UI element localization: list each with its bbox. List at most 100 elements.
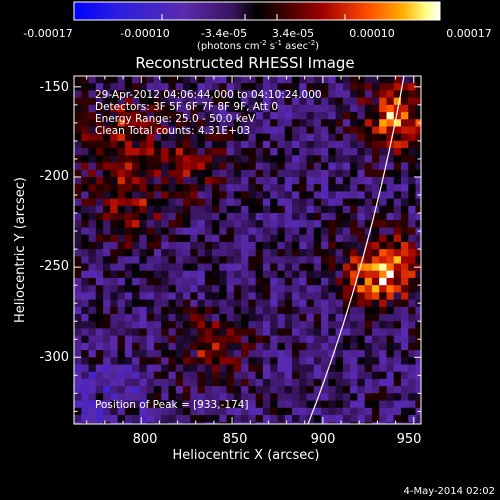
heatmap-cell xyxy=(124,169,133,178)
heatmap-cell xyxy=(117,422,126,424)
heatmap-cell xyxy=(415,169,421,178)
heatmap-cell xyxy=(110,350,119,358)
heatmap-cell xyxy=(357,364,366,373)
heatmap-cell xyxy=(219,256,228,265)
heatmap-cell xyxy=(371,90,380,99)
heatmap-cell xyxy=(146,169,155,178)
heatmap-cell xyxy=(81,97,90,106)
heatmap-cell xyxy=(212,155,220,164)
heatmap-cell xyxy=(364,198,373,207)
heatmap-cell xyxy=(306,97,315,106)
heatmap-cell xyxy=(262,177,271,185)
heatmap-cell xyxy=(321,299,329,308)
heatmap-cell xyxy=(371,386,380,394)
heatmap-cell xyxy=(342,328,351,337)
heatmap-cell xyxy=(153,306,162,315)
heatmap-cell xyxy=(313,407,322,416)
heatmap-cell xyxy=(292,378,300,387)
heatmap-cell xyxy=(371,126,380,135)
heatmap-cell xyxy=(161,378,170,387)
heatmap-cell xyxy=(183,277,191,286)
heatmap-cell xyxy=(371,83,380,91)
heatmap-cell xyxy=(415,220,421,228)
heatmap-cell xyxy=(146,314,155,322)
heatmap-cell xyxy=(335,386,344,394)
heatmap-cell xyxy=(117,400,126,409)
heatmap-cell xyxy=(132,321,140,329)
heatmap-cell xyxy=(299,140,308,149)
heatmap-cell xyxy=(226,104,235,113)
heatmap-cell xyxy=(292,335,300,344)
heatmap-cell xyxy=(306,321,315,329)
heatmap-cell xyxy=(197,263,206,272)
heatmap-cell xyxy=(117,357,126,366)
annotation-method-counts: Clean Total counts: 4.31E+03 xyxy=(95,125,250,137)
heatmap-cell xyxy=(379,155,388,164)
heatmap-cell xyxy=(132,371,140,380)
heatmap-cell xyxy=(103,400,111,409)
heatmap-cell xyxy=(321,90,329,99)
heatmap-cell xyxy=(299,76,308,84)
heatmap-cell xyxy=(350,155,358,164)
heatmap-cell xyxy=(401,263,409,272)
heatmap-cell xyxy=(364,314,373,322)
heatmap-cell xyxy=(379,328,388,337)
heatmap-cell xyxy=(146,350,155,358)
heatmap-cell xyxy=(204,415,213,423)
heatmap-cell xyxy=(212,415,220,423)
heatmap-cell xyxy=(386,213,395,221)
heatmap-cell xyxy=(364,328,373,337)
heatmap-cell xyxy=(328,191,337,200)
heatmap-cell xyxy=(386,263,395,272)
heatmap-cell xyxy=(313,400,322,409)
heatmap-cell xyxy=(393,270,402,279)
heatmap-cell xyxy=(74,191,82,200)
heatmap-cell xyxy=(110,249,119,257)
heatmap-cell xyxy=(103,415,111,423)
heatmap-cell xyxy=(212,256,220,265)
heatmap-cell xyxy=(270,277,279,286)
heatmap-cell xyxy=(241,83,249,91)
heatmap-cell xyxy=(262,169,271,178)
heatmap-cell xyxy=(212,335,220,344)
heatmap-cell xyxy=(103,256,111,265)
heatmap-cell xyxy=(262,270,271,279)
heatmap-cell xyxy=(212,357,220,366)
heatmap-cell xyxy=(168,126,177,135)
heatmap-cell xyxy=(292,277,300,286)
heatmap-cell xyxy=(328,241,337,250)
heatmap-cell xyxy=(248,328,257,337)
heatmap-cell xyxy=(357,299,366,308)
heatmap-cell xyxy=(190,119,199,128)
heatmap-cell xyxy=(379,126,388,135)
heatmap-cell xyxy=(393,76,402,84)
heatmap-cell xyxy=(262,263,271,272)
heatmap-cell xyxy=(292,371,300,380)
heatmap-cell xyxy=(415,133,421,142)
heatmap-cell xyxy=(74,220,82,228)
heatmap-cell xyxy=(284,335,293,344)
heatmap-cell xyxy=(386,220,395,228)
heatmap-cell xyxy=(379,321,388,329)
heatmap-cell xyxy=(219,407,228,416)
heatmap-cell xyxy=(204,386,213,394)
heatmap-cell xyxy=(110,371,119,380)
heatmap-cell xyxy=(371,306,380,315)
heatmap-cell xyxy=(88,76,97,84)
heatmap-cell xyxy=(168,104,177,113)
heatmap-cell xyxy=(204,277,213,286)
heatmap-cell xyxy=(103,364,111,373)
heatmap-cell xyxy=(277,357,286,366)
heatmap-cell xyxy=(103,90,111,99)
heatmap-cell xyxy=(364,148,373,156)
heatmap-cell xyxy=(299,198,308,207)
heatmap-cell xyxy=(124,148,133,156)
heatmap-cell xyxy=(219,321,228,329)
heatmap-cell xyxy=(168,393,177,402)
heatmap-cell xyxy=(284,198,293,207)
heatmap-cell xyxy=(342,148,351,156)
x-tick-label: 850 xyxy=(223,432,248,447)
heatmap-cell xyxy=(277,415,286,423)
heatmap-cell xyxy=(226,306,235,315)
heatmap-cell xyxy=(226,386,235,394)
